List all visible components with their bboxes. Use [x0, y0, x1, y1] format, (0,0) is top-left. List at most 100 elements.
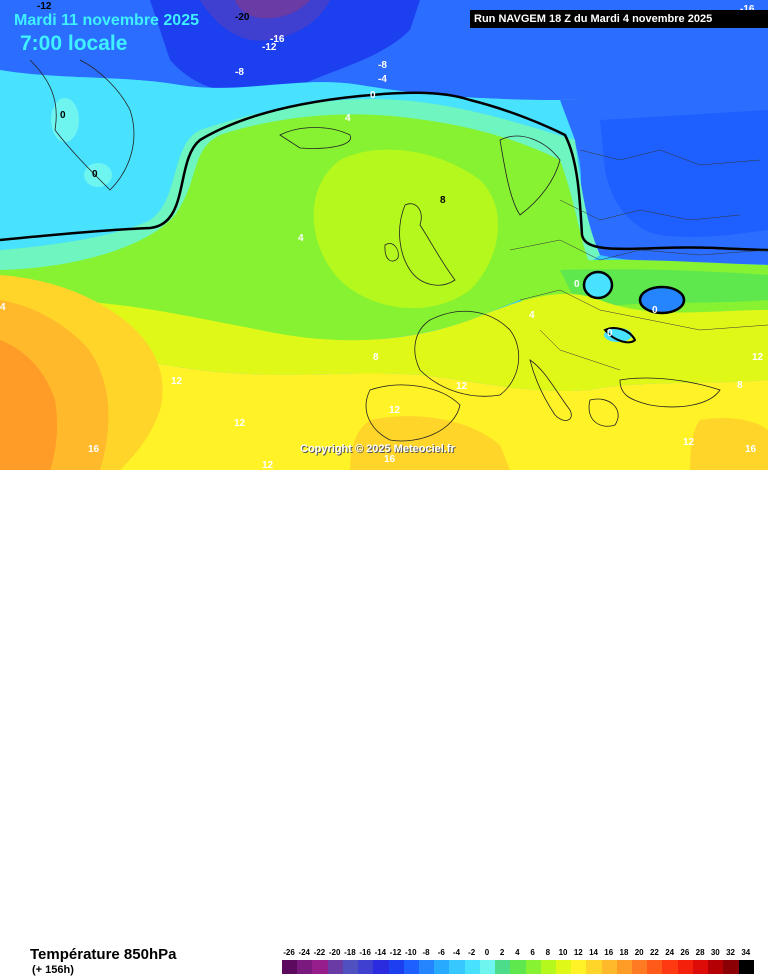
color-swatch [418, 960, 435, 974]
color-swatch [586, 960, 602, 974]
coast-italy [529, 359, 572, 421]
color-scale-label: 16 [604, 948, 614, 957]
label-m20: -20 [235, 12, 250, 23]
greenland-patch-2 [84, 163, 112, 187]
color-scale-label: -22 [313, 948, 326, 957]
color-swatch [677, 960, 693, 974]
label-8a: 8 [373, 352, 379, 363]
color-scale-label: 34 [741, 948, 751, 957]
yellow-band [0, 340, 768, 470]
label-0-green: 0 [60, 110, 66, 121]
coast-iceland [279, 127, 351, 149]
color-swatch [388, 960, 404, 974]
label-m16: -16 [270, 34, 285, 45]
label-0c: 0 [574, 279, 580, 290]
border-2 [519, 289, 768, 331]
color-swatch [282, 960, 298, 974]
cyan-zone [0, 70, 575, 250]
color-scale-label: 26 [680, 948, 690, 957]
color-scale-label: -24 [298, 948, 310, 957]
color-scale-label: -6 [437, 948, 445, 957]
label-12f: 12 [683, 437, 695, 448]
color-swatch [510, 960, 526, 974]
orange-south [350, 416, 510, 470]
label-12c: 12 [389, 405, 401, 416]
color-swatch [616, 960, 633, 974]
label-4d: 4 [0, 302, 6, 313]
color-swatch [738, 960, 754, 974]
color-scale-label: -20 [328, 948, 341, 957]
color-scale-label: 2 [499, 948, 505, 957]
map-title: Température 850hPa [30, 946, 177, 963]
color-swatch [708, 960, 724, 974]
color-swatch [525, 960, 541, 974]
label-4b: 4 [298, 233, 304, 244]
border-3 [539, 329, 621, 371]
cold-core-deep [200, 0, 330, 41]
color-swatch [373, 960, 389, 974]
border-5 [579, 149, 761, 166]
copyright-text: Copyright © 2025 Meteociel.fr [300, 443, 455, 455]
color-swatch [555, 960, 572, 974]
cold-core-east [600, 110, 768, 238]
color-scale-label: -2 [468, 948, 476, 957]
label-m16-top: -16 [740, 4, 755, 15]
border-1 [509, 239, 768, 261]
color-scale-label: -14 [374, 948, 387, 957]
coast-greenland [29, 59, 135, 191]
label-4a: 4 [345, 113, 351, 124]
color-swatch [692, 960, 709, 974]
label-16b: 16 [384, 454, 396, 465]
label-12e: 12 [262, 460, 274, 470]
label-m12-top: -12 [37, 1, 52, 12]
coast-scandinavia [499, 135, 561, 216]
coastlines [29, 59, 721, 442]
coast-ireland [384, 243, 399, 262]
border-4 [559, 199, 741, 221]
label-m8a: -8 [235, 67, 244, 78]
color-scale-label: 20 [634, 948, 644, 957]
label-16a: 16 [88, 444, 100, 455]
color-swatch [540, 960, 556, 974]
footer-bar: Température 850hPa (+ 156h) -26 -24 -22 -20… [0, 470, 768, 976]
color-scale-label: 10 [558, 948, 568, 957]
label-m8b: -8 [378, 60, 387, 71]
greenland-patch-1 [51, 98, 79, 142]
label-12g: 12 [752, 352, 764, 363]
label-12b: 12 [456, 381, 468, 392]
coast-iberia [365, 384, 461, 442]
color-swatch [662, 960, 678, 974]
color-scale-label: 0 [484, 948, 490, 957]
color-swatch [342, 960, 359, 974]
cold-core-north [150, 0, 420, 95]
label-8-uk: 8 [440, 195, 446, 206]
coast-france [414, 310, 519, 397]
color-swatch [434, 960, 450, 974]
color-scale-label: -12 [389, 948, 402, 957]
label-0a: 0 [370, 90, 376, 101]
color-swatch [403, 960, 419, 974]
cold-pocket-2 [640, 287, 684, 313]
coast-britain [399, 203, 456, 286]
color-swatch [601, 960, 617, 974]
color-swatch [723, 960, 739, 974]
yellowgreen-band [0, 293, 768, 392]
color-swatch [297, 960, 313, 974]
isoline-zero [0, 91, 768, 252]
label-4c: 4 [529, 310, 535, 321]
isoline-zero-pocket-1 [582, 270, 614, 300]
label-m12b: -12 [262, 42, 277, 53]
color-scale-label: 22 [649, 948, 659, 957]
color-scale-label: 12 [573, 948, 583, 957]
color-swatch [495, 960, 511, 974]
color-scale-label: 32 [726, 948, 735, 957]
isoline-zero-pocket-3 [603, 327, 637, 344]
color-scale-label: 8 [545, 948, 551, 957]
cold-core-purple [235, 0, 310, 19]
forecast-date: Mardi 11 novembre 2025 [14, 12, 199, 29]
color-scale-label: -10 [405, 948, 417, 957]
forecast-offset: (+ 156h) [32, 964, 74, 976]
orange-zone-3 [0, 340, 58, 470]
color-scale-labels: -26 -24 -22 -20 -18 -16 -14 -12 -10 -8 -6 -4 -2 0 2 4 6 8… [282, 948, 754, 960]
label-0e: 0 [607, 328, 613, 339]
